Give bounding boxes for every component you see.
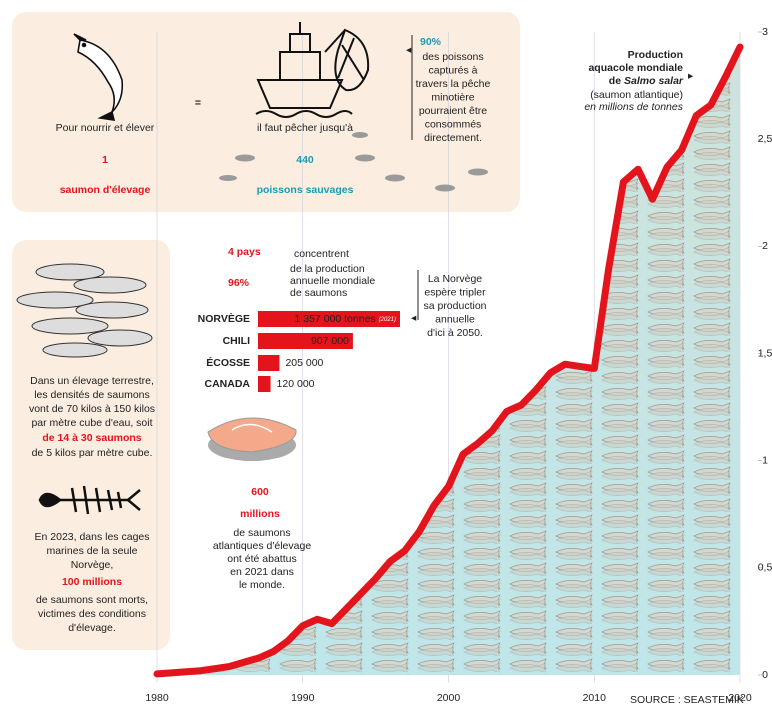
slaughter-line: de saumons — [233, 527, 290, 539]
norway-note-line: annuelle — [435, 313, 475, 325]
norway-note-line: d'ici à 2050. — [427, 327, 483, 339]
feed-number: 1 — [102, 154, 108, 166]
density-end: de 5 kilos par mètre cube. — [32, 447, 153, 459]
y-tick-label: 0 — [762, 669, 768, 681]
line-chart: 1980 1990 2000 2010 2020 0 0,5 1 1,5 2 2,5 3 NORVÈGE… — [145, 26, 772, 704]
salmon-steak-icon — [207, 417, 297, 461]
chart-title: Production — [628, 49, 683, 61]
fish-pile-icon — [16, 263, 153, 358]
deaths-line: d'élevage. — [68, 622, 116, 634]
density-line: les densités de saumons — [34, 389, 150, 401]
norway-note-line: sa production — [423, 300, 486, 312]
y-tick-label: 0,5 — [758, 562, 772, 574]
note-line: travers la pêche — [416, 78, 491, 90]
note-arrow: ◂ — [406, 44, 412, 56]
density-line: Dans un élevage terrestre, — [30, 375, 154, 387]
value-label: 1 357 000 tonnes — [295, 313, 376, 325]
note-line: capturés à — [428, 64, 477, 76]
feed-label: poissons sauvages — [257, 184, 354, 196]
fish-skeleton-icon — [38, 485, 141, 515]
bar-label: CANADA — [205, 378, 251, 390]
small-fish — [219, 132, 488, 192]
title-species: Salmo salar — [624, 75, 684, 87]
bar-label: ÉCOSSE — [206, 356, 250, 369]
density-line: par mètre cube d'eau, soit — [31, 417, 152, 429]
y-tick-label: 2,5 — [758, 133, 772, 145]
bar — [258, 333, 353, 349]
y-tick-label: 1,5 — [758, 347, 772, 359]
note-line: minotière — [431, 91, 474, 103]
bar-label: NORVÈGE — [198, 312, 250, 325]
feed-intro: il faut pêcher jusqu'à — [257, 122, 353, 134]
bar-value-label: 120 000 — [277, 378, 315, 390]
bar-value-label: 205 000 — [285, 357, 323, 369]
chart-subtitle: (saumon atlantique) — [590, 89, 683, 101]
chart-unit: en millions de tonnes — [584, 101, 683, 113]
deaths-line: Norvège, — [71, 559, 114, 571]
source: SOURCE : SEASTEMIK — [630, 694, 744, 706]
bar-value-label: 907 000 — [311, 335, 349, 347]
value-label: 205 000 — [285, 357, 323, 369]
slaughter-number: 600 — [251, 486, 269, 498]
legend-arrow: ▸ — [688, 70, 694, 82]
x-tick-label: 2020 — [728, 692, 752, 704]
line — [153, 43, 744, 678]
y-tick-label: 3 — [762, 26, 768, 38]
value-label: 907 000 — [311, 335, 349, 347]
slaughter-line: ont été abattus — [227, 553, 296, 565]
slaughter-line: atlantiques d'élevage — [213, 540, 311, 552]
chart-title: aquacole mondiale — [588, 62, 683, 74]
density-highlight: de 14 à 30 saumons — [42, 432, 141, 444]
slaughter-unit: millions — [240, 508, 280, 520]
chart-title: de Salmo salar — [609, 75, 684, 87]
countries-share: 96% — [228, 277, 250, 289]
bar — [258, 311, 400, 327]
note-line: consommés — [425, 118, 482, 130]
x-tick-label: 1990 — [291, 692, 315, 704]
note-arrow: ◂ — [411, 312, 417, 324]
countries-line: annuelle mondiale — [290, 275, 375, 287]
deaths-line: En 2023, dans les cages — [35, 531, 150, 543]
x-tick-label: 2010 — [583, 692, 607, 704]
bar-value-label: 1 357 000 tonnes (2021) — [295, 313, 397, 325]
texts: Pour nourrir et élever 1 saumon d'élevag… — [32, 36, 442, 588]
salmon-icon — [73, 33, 124, 121]
norway-note-line: espère tripler — [424, 286, 486, 298]
deaths-line: victimes des conditions — [38, 608, 146, 620]
countries-line: de saumons — [290, 287, 347, 299]
area-texture — [157, 47, 740, 675]
title-prefix: de — [609, 75, 621, 87]
countries-verb: concentrent — [294, 248, 349, 260]
feed-label: saumon d'élevage — [60, 184, 151, 196]
deaths-highlight: 100 millions — [62, 576, 122, 588]
bar — [258, 376, 271, 392]
equals: = — [195, 97, 201, 109]
value-label: 120 000 — [277, 378, 315, 390]
countries-number: 4 pays — [228, 246, 261, 258]
y-tick-label: 2 — [762, 240, 768, 252]
bar — [258, 355, 280, 371]
y-tick-label: 1 — [762, 454, 768, 466]
norway-note-line: La Norvège — [428, 273, 482, 285]
feed-number: 440 — [296, 154, 314, 166]
note-line: des poissons — [422, 51, 483, 63]
deaths-line: de saumons sont morts, — [36, 594, 148, 606]
x-tick-label: 1980 — [145, 692, 169, 704]
note-line: directement. — [424, 132, 482, 144]
bar-label: CHILI — [223, 335, 250, 347]
bar-annotation: (2021) — [379, 317, 396, 323]
countries-line: de la production — [290, 263, 365, 275]
note-number: 90% — [420, 36, 442, 48]
density-line: vont de 70 kilos à 150 kilos — [29, 403, 155, 415]
slaughter-line: en 2021 dans — [230, 566, 294, 578]
feed-intro: Pour nourrir et élever — [56, 122, 155, 134]
slaughter-line: le monde. — [239, 579, 285, 591]
x-tick-label: 2000 — [437, 692, 461, 704]
note-line: pourraient être — [419, 105, 487, 117]
boat-icon — [255, 22, 370, 118]
deaths-line: marines de la seule — [46, 545, 137, 557]
